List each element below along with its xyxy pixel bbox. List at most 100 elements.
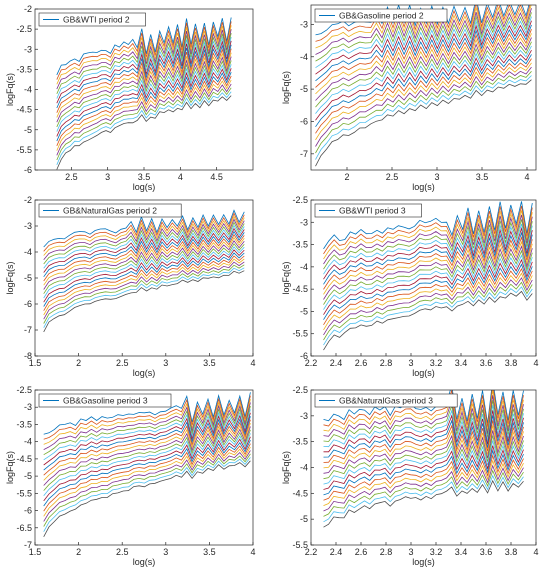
series-line bbox=[56, 48, 232, 113]
x-tick-label: 2.5 bbox=[116, 358, 129, 368]
series-line bbox=[323, 425, 524, 469]
x-tick-label: 2 bbox=[344, 172, 349, 182]
legend-box bbox=[314, 8, 448, 23]
x-tick-label: 3.5 bbox=[138, 172, 151, 182]
series-line bbox=[43, 243, 245, 294]
legend-box bbox=[38, 393, 172, 408]
x-tick-label: 4 bbox=[524, 172, 529, 182]
series-line bbox=[43, 215, 245, 256]
y-axis-label: logFq(s) bbox=[5, 261, 15, 294]
x-tick-label: 2.2 bbox=[305, 547, 318, 557]
series-line bbox=[323, 258, 533, 315]
series-line bbox=[323, 454, 524, 501]
x-tick-label: 3.5 bbox=[203, 358, 216, 368]
series-line bbox=[43, 416, 251, 471]
series-line bbox=[43, 264, 245, 324]
series-line bbox=[315, 41, 532, 108]
series-line bbox=[43, 267, 245, 328]
series-line bbox=[323, 410, 524, 453]
y-tick-label: -3.5 bbox=[292, 240, 308, 250]
legend-box bbox=[314, 393, 458, 408]
x-tick-label: 3.6 bbox=[480, 547, 493, 557]
y-tick-label: -3 bbox=[24, 221, 32, 231]
series-group bbox=[315, 5, 532, 167]
series-line bbox=[323, 249, 533, 305]
series-line bbox=[43, 412, 251, 466]
series-line bbox=[315, 45, 532, 114]
x-tick-label: 3.8 bbox=[505, 358, 518, 368]
series-line bbox=[43, 246, 245, 299]
x-tick-label: 3 bbox=[163, 547, 168, 557]
y-tick-label: -2.5 bbox=[16, 385, 32, 395]
series-line bbox=[43, 395, 251, 440]
legend: GB&NaturalGas period 3 bbox=[314, 393, 458, 408]
series-line bbox=[43, 402, 251, 450]
series-line bbox=[43, 446, 251, 517]
series-line bbox=[323, 219, 533, 270]
series-line bbox=[323, 263, 533, 320]
x-tick-label: 4 bbox=[178, 172, 183, 182]
series-line bbox=[43, 392, 251, 435]
series-line bbox=[43, 230, 245, 278]
series-line bbox=[315, 66, 532, 147]
series-line bbox=[43, 443, 251, 512]
x-axis-label: log(s) bbox=[412, 557, 435, 567]
y-tick-label: -5.5 bbox=[16, 488, 32, 498]
series-line bbox=[323, 205, 533, 255]
series-line bbox=[315, 71, 532, 154]
y-tick-label: -4.5 bbox=[292, 488, 308, 498]
series-line bbox=[56, 83, 232, 156]
legend-label: GB&Gasoline period 3 bbox=[63, 396, 148, 406]
y-tick-label: -5 bbox=[24, 125, 32, 135]
x-tick-label: 2.8 bbox=[380, 547, 393, 557]
x-tick-label: 4 bbox=[533, 547, 538, 557]
y-tick-label: -3 bbox=[300, 19, 308, 29]
y-tick-label: -7 bbox=[24, 325, 32, 335]
y-axis-label: logFq(s) bbox=[281, 71, 291, 104]
legend-label: GB&WTI period 2 bbox=[63, 15, 130, 25]
series-line bbox=[43, 209, 245, 248]
series-line bbox=[323, 390, 524, 428]
series-group bbox=[323, 390, 524, 528]
x-tick-label: 4.5 bbox=[210, 172, 223, 182]
x-tick-label: 1.5 bbox=[29, 547, 42, 557]
x-tick-label: 3 bbox=[163, 358, 168, 368]
y-tick-label: -3 bbox=[300, 411, 308, 421]
series-line bbox=[323, 201, 533, 250]
x-tick-label: 4 bbox=[250, 547, 255, 557]
x-tick-label: 2.5 bbox=[386, 172, 399, 182]
series-line bbox=[43, 460, 251, 537]
series-line bbox=[56, 68, 232, 137]
y-tick-label: -4.5 bbox=[16, 105, 32, 115]
series-line bbox=[323, 395, 524, 437]
y-tick-label: -5 bbox=[300, 306, 308, 316]
x-tick-label: 2 bbox=[76, 547, 81, 557]
series-line bbox=[323, 435, 524, 480]
x-tick-label: 2.6 bbox=[355, 358, 368, 368]
series-line bbox=[43, 440, 251, 507]
y-tick-label: -4 bbox=[24, 85, 32, 95]
series-line bbox=[323, 415, 524, 458]
y-tick-label: -3 bbox=[300, 217, 308, 227]
y-tick-label: -6 bbox=[300, 116, 308, 126]
x-tick-label: 3 bbox=[434, 172, 439, 182]
series-line bbox=[315, 79, 532, 167]
y-axis-label: logFq(s) bbox=[5, 73, 15, 106]
series-line bbox=[43, 433, 251, 497]
x-axis-label: log(s) bbox=[133, 368, 156, 378]
y-tick-label: -4 bbox=[300, 463, 308, 473]
series-line bbox=[323, 430, 524, 474]
series-line bbox=[323, 445, 524, 490]
x-tick-label: 2.5 bbox=[116, 547, 129, 557]
series-line bbox=[323, 286, 533, 346]
series-line bbox=[315, 58, 532, 134]
x-tick-label: 3.4 bbox=[455, 547, 468, 557]
legend-label: GB&Gasoline period 2 bbox=[339, 11, 424, 21]
series-line bbox=[315, 54, 532, 128]
chart-panel-3: 1.5 2 2.5 3 3.5 4 -2 -3 -4 -5 -6 -7 -8 log(s) logFq(s)… bbox=[5, 195, 256, 378]
y-tick-label: -2.5 bbox=[292, 195, 308, 205]
series-line bbox=[315, 33, 532, 95]
series-line bbox=[315, 62, 532, 141]
series-line bbox=[323, 420, 524, 463]
series-line bbox=[43, 422, 251, 481]
